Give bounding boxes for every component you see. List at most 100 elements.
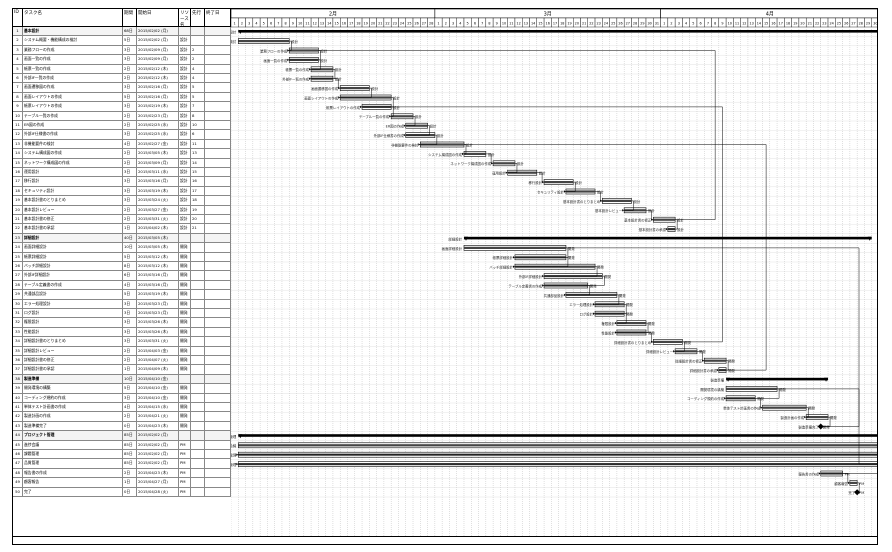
table-row[interactable]: 43 製造準備完了 0日 2015/04/23 (木) 開発 [13,421,231,432]
table-row[interactable]: 12 外部IF仕様書の作成 3日 2015/02/25 (水) 設計 6 [13,130,231,140]
column-header-predecessors[interactable]: 先行 [191,9,205,27]
table-row[interactable]: 24 画面詳細設計 10日 2015/03/05 (木) 開発 [13,243,231,253]
task-id-cell: 47 [13,459,23,468]
column-header-resources[interactable]: リソース名 [179,9,191,27]
table-row[interactable]: 40 コーディング規約の作成 3日 2015/04/10 (金) 開発 [13,393,231,403]
task-id-cell: 34 [13,337,23,346]
task-bar-label: 外部IF仕様書の作成 [374,133,405,138]
task-bar-resource-label: 設計 [335,77,342,82]
column-header-id[interactable]: ID [13,9,23,27]
table-row[interactable]: 4 画面一覧の作成 3日 2015/02/09 (月) 設計 2 [13,55,231,65]
timescale-day-label: 28 [429,22,433,26]
task-finish-cell [205,243,231,252]
table-row[interactable]: 22 基本設計書の承認 1日 2015/04/02 (木) 設計 21 [13,224,231,234]
task-finish-cell [205,327,231,337]
task-finish-cell [205,459,231,468]
table-row[interactable]: 5 帳票一覧の作成 2日 2015/02/12 (木) 設計 4 [13,64,231,74]
column-header-duration[interactable]: 期間 [123,9,137,27]
table-row[interactable]: 1 基本設計 68日 2015/02/02 (月) [13,27,231,37]
task-bar-fill [616,322,647,325]
summary-bar[interactable] [238,30,878,33]
table-row[interactable]: 47 品質管理 85日 2015/02/02 (月) PM [13,459,231,469]
task-finish-cell [205,139,231,149]
task-bar-resource-label: 開発 [757,396,764,401]
table-row[interactable]: 3 業務フローの作成 3日 2015/02/09 (月) 設計 2 [13,45,231,56]
table-row[interactable]: 41 単体テスト計画書の作成 4日 2015/04/15 (水) 開発 [13,403,231,413]
table-row[interactable]: 16 運用設計 3日 2015/03/11 (水) 設計 15 [13,168,231,178]
dependency-link [405,116,416,126]
task-predecessor-cell [191,271,205,280]
table-row[interactable]: 10 テーブル一覧の作成 2日 2015/02/23 (月) 設計 8 [13,111,231,121]
table-row[interactable]: 7 画面遷移図の作成 3日 2015/02/16 (月) 設計 5 [13,83,231,93]
column-header-name[interactable]: タスク名 [23,9,123,27]
table-row[interactable]: 27 外部IF詳細設計 6日 2015/03/16 (月) 開発 [13,271,231,281]
column-header-finish[interactable]: 終了日 [205,9,231,27]
table-row[interactable]: 29 共通部品設計 5日 2015/03/19 (木) 開発 [13,290,231,300]
task-bar-label: 基本設計書のとりまとめ [563,199,601,204]
table-row[interactable]: 25 帳票詳細設計 5日 2015/03/12 (木) 開発 [13,252,231,262]
task-name-cell: 製造準備完了 [23,421,123,431]
table-row[interactable]: 18 セキュリティ設計 3日 2015/03/19 (木) 設計 17 [13,186,231,197]
table-row[interactable]: 15 ネットワーク構成図の作成 2日 2015/03/09 (月) 設計 14 [13,158,231,168]
table-row[interactable]: 9 帳票レイアウトの作成 3日 2015/02/19 (木) 設計 7 [13,102,231,112]
task-bar-resource-label: 設計 [320,58,327,63]
table-row[interactable]: 6 外部IF一覧の作成 2日 2015/02/12 (木) 設計 4 [13,74,231,84]
table-row[interactable]: 11 ER図の作成 2日 2015/02/25 (水) 設計 10 [13,121,231,131]
table-row[interactable]: 38 製造準備 10日 2015/04/10 (金) [13,374,231,385]
table-row[interactable]: 36 詳細設計書の修正 2日 2015/04/07 (火) 開発 [13,356,231,366]
table-row[interactable]: 23 詳細設計 40日 2015/03/05 (木) [13,233,231,244]
table-row[interactable]: 2 システム概要・機能構成の検討 5日 2015/02/02 (月) 設計 [13,36,231,46]
table-row[interactable]: 33 性能設計 3日 2015/03/26 (木) 開発 [13,327,231,338]
table-row[interactable]: 8 画面レイアウトの作成 5日 2015/02/16 (月) 設計 5 [13,92,231,103]
table-row[interactable]: 28 テーブル定義書の作成 4日 2015/03/16 (月) 開発 [13,280,231,291]
task-finish-cell [205,271,231,280]
task-start-cell: 2015/04/23 (木) [137,468,179,478]
table-row[interactable]: 30 エラー処理設計 3日 2015/03/23 (月) 開発 [13,299,231,309]
table-row[interactable]: 49 顧客報告 1日 2015/04/27 (月) PM [13,478,231,488]
task-bar-resource-label: 開発 [830,415,837,420]
summary-bar[interactable] [463,236,872,240]
table-row[interactable]: 48 報告書の作成 2日 2015/04/23 (木) PM [13,468,231,479]
task-bar-label: 製造準備 [711,377,725,382]
timescale-day-label: 6 [270,22,272,26]
table-row[interactable]: 32 権限設計 3日 2015/03/26 (木) 開発 [13,318,231,328]
table-row[interactable]: 31 ログ設計 3日 2015/03/23 (月) 開発 [13,309,231,319]
task-duration-cell: 2日 [123,356,137,365]
task-finish-cell [205,318,231,327]
table-row[interactable]: 39 開発環境の構築 5日 2015/04/10 (金) 開発 [13,384,231,394]
table-row[interactable]: 46 課題管理 85日 2015/02/02 (月) PM [13,450,231,460]
task-predecessor-cell: 16 [191,177,205,186]
task-start-cell: 2015/03/05 (木) [137,149,179,158]
table-row[interactable]: 34 詳細設計書のとりまとめ 3日 2015/03/31 (火) 開発 [13,337,231,347]
table-row[interactable]: 50 完了 0日 2015/04/28 (火) PM [13,487,231,497]
table-row[interactable]: 19 基本設計書のとりまとめ 3日 2015/03/24 (火) 設計 18 [13,196,231,206]
table-row[interactable]: 26 バッチ詳細設計 8日 2015/03/12 (木) 開発 [13,262,231,272]
timescale-day-label: 4 [685,22,687,26]
task-id-cell: 23 [13,233,23,243]
task-id-cell: 1 [13,27,23,36]
task-bar-label: システム概要・機能構成の検討 [231,39,237,44]
dependency-arrow [418,143,421,146]
table-row[interactable]: 13 非機能要件の検討 4日 2015/02/27 (金) 設計 11 [13,139,231,150]
task-duration-cell: 6日 [123,271,137,280]
column-header-start[interactable]: 開始日 [137,9,179,27]
timescale-day-label: 3 [452,22,454,26]
table-row[interactable]: 37 詳細設計書の承認 1日 2015/04/09 (木) 開発 [13,365,231,375]
task-resource-cell [179,233,191,243]
task-id-cell: 20 [13,205,23,214]
table-row[interactable]: 20 基本設計レビュー 2日 2015/03/27 (金) 設計 19 [13,205,231,215]
task-bar-resource-label: 開発 [568,246,575,251]
table-row[interactable]: 45 進捗会議 85日 2015/02/02 (月) PM [13,440,231,450]
table-row[interactable]: 14 システム構成図の作成 2日 2015/03/05 (木) 設計 13 [13,149,231,159]
summary-bar[interactable] [726,377,829,381]
table-row[interactable]: 42 製造計画の作成 2日 2015/04/21 (火) 開発 [13,412,231,422]
table-row[interactable]: 21 基本設計書の修正 2日 2015/03/31 (火) 設計 20 [13,215,231,225]
table-row[interactable]: 35 詳細設計レビュー 2日 2015/04/03 (金) 開発 [13,346,231,356]
table-row[interactable]: 44 プロジェクト管理 85日 2015/02/02 (月) [13,431,231,441]
task-predecessor-cell [191,403,205,412]
timescale-day-label: 11 [509,22,513,26]
task-duration-cell: 4日 [123,403,137,412]
summary-bar[interactable] [238,434,878,437]
task-id-cell: 16 [13,168,23,177]
table-row[interactable]: 17 移行設計 3日 2015/03/16 (月) 設計 16 [13,177,231,187]
